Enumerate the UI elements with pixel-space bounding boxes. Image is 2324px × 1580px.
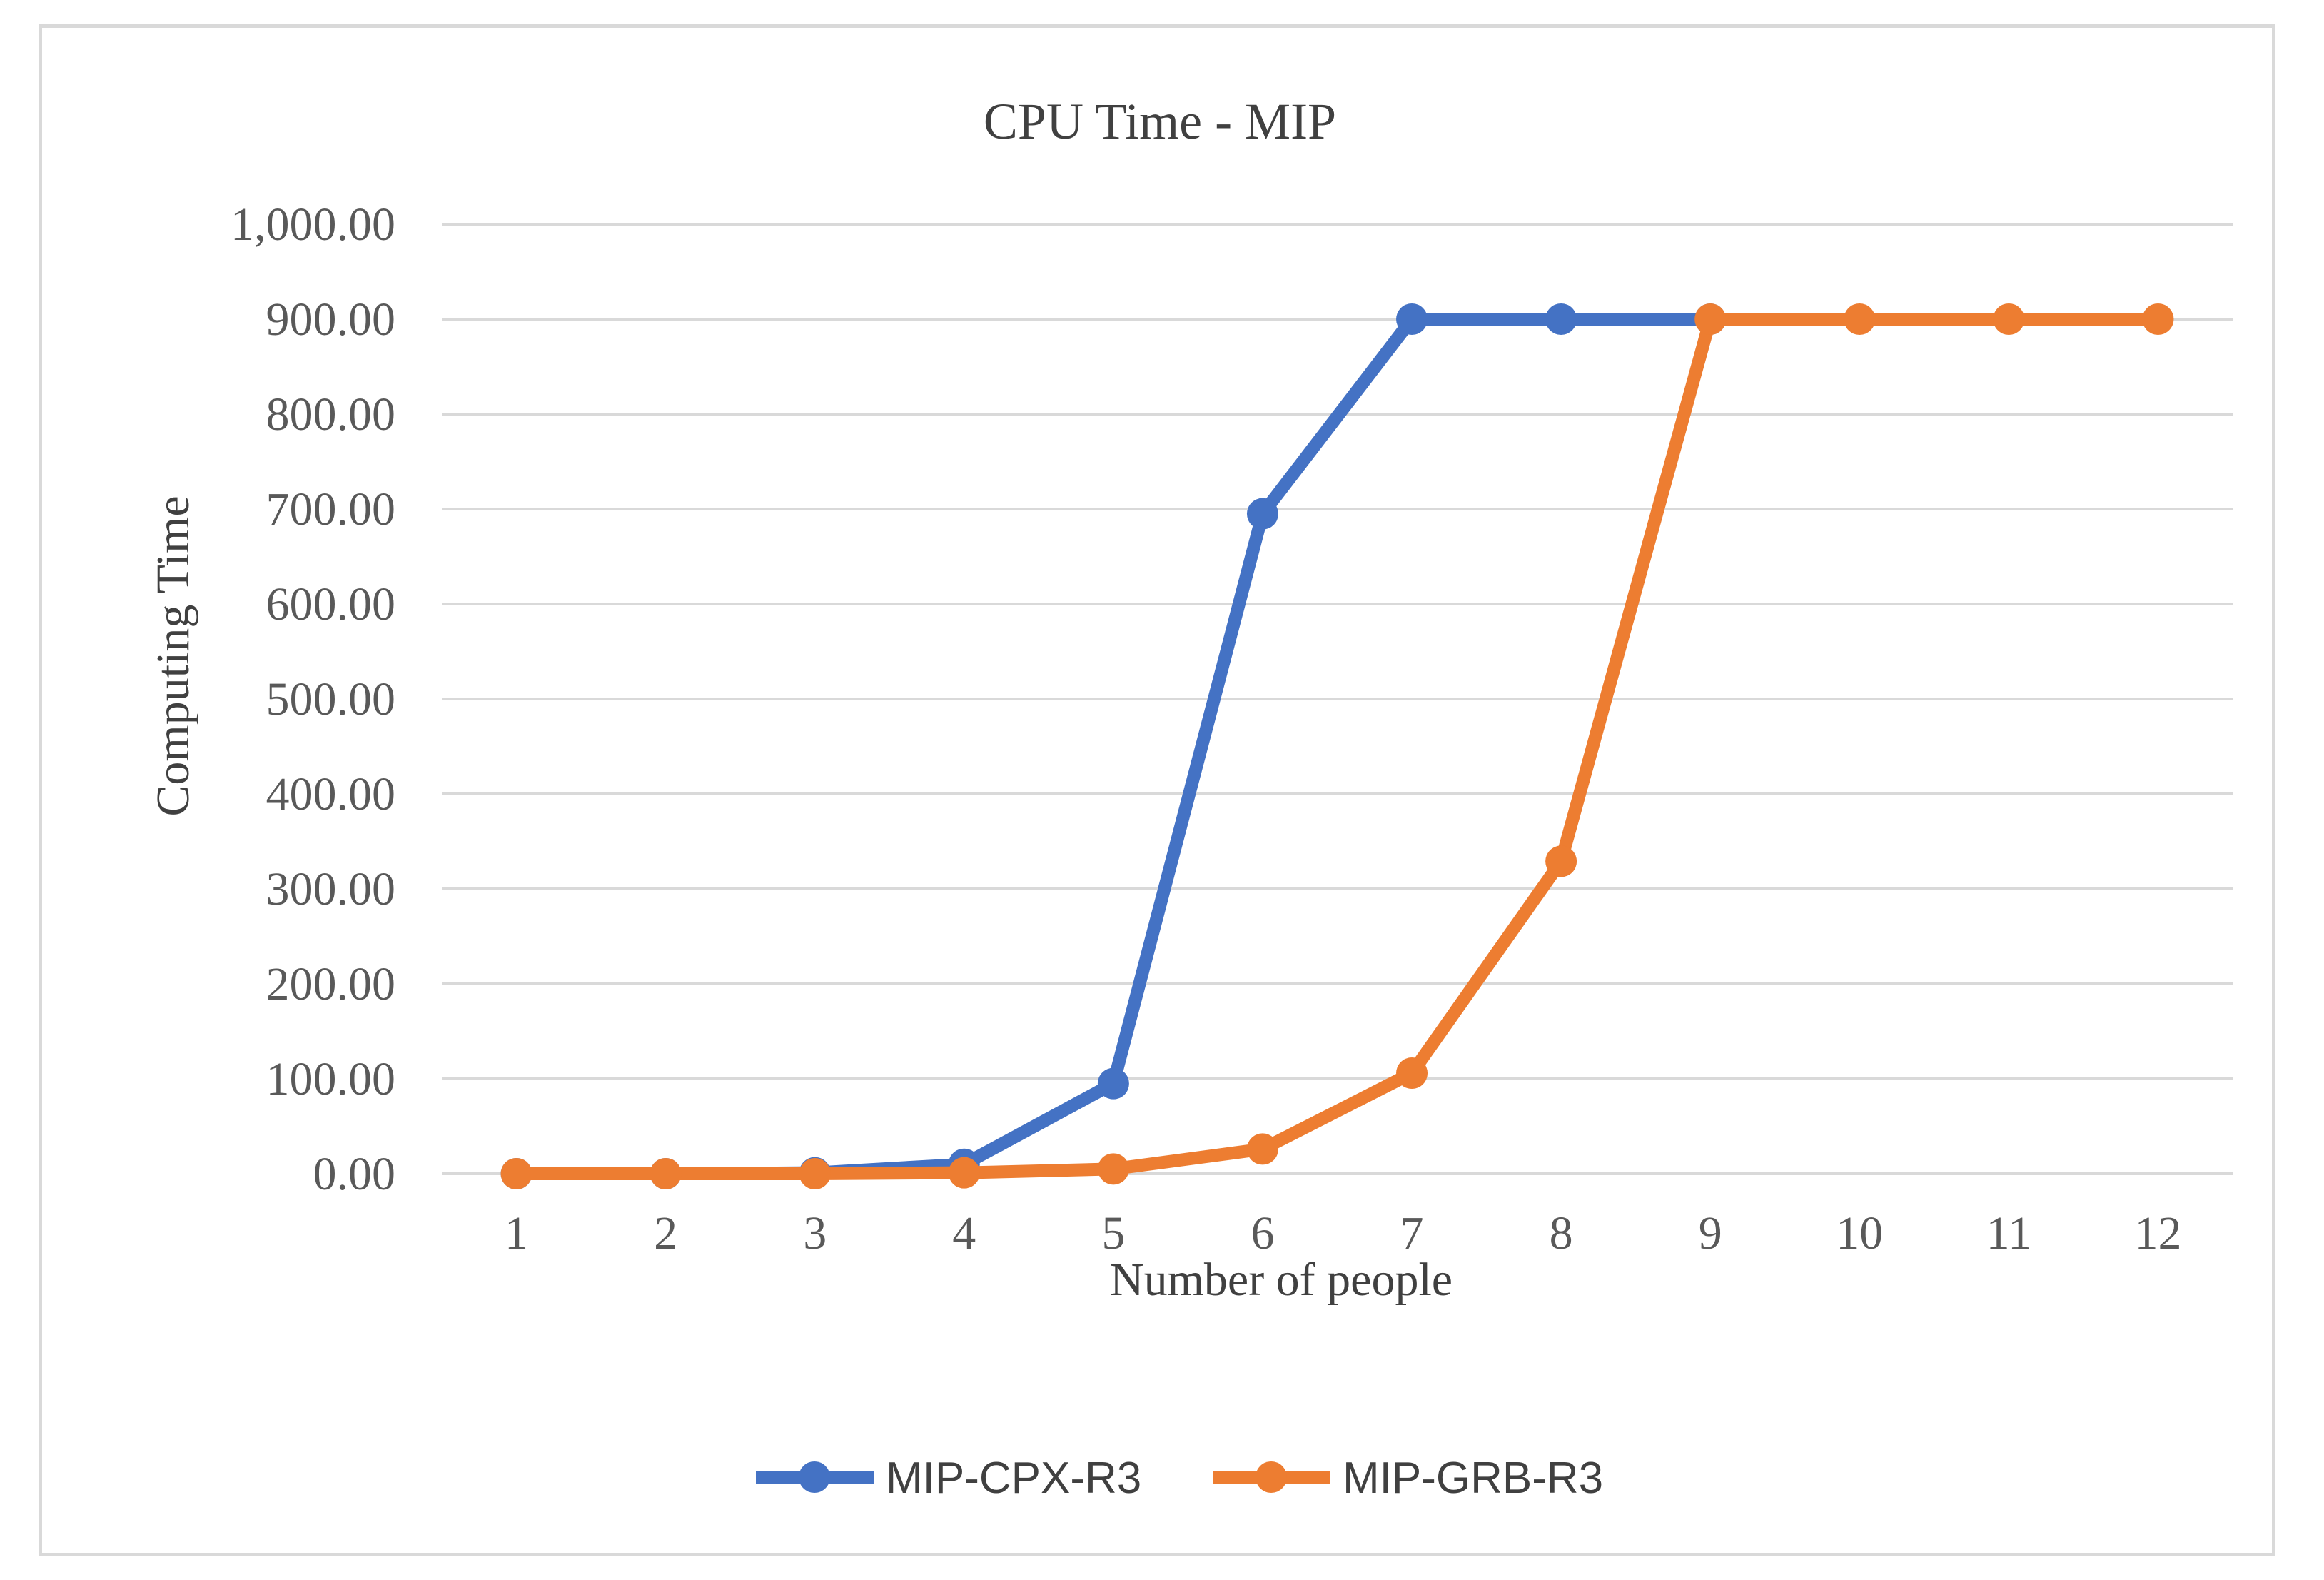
data-point <box>1993 303 2025 335</box>
x-tick-label: 5 <box>1101 1207 1125 1259</box>
gridlines <box>442 223 2233 1175</box>
series-mip-grb-r3 <box>500 303 2174 1189</box>
y-tick-label: 700.00 <box>266 483 396 535</box>
legend-label: MIP-CPX-R3 <box>886 1454 1141 1503</box>
x-tick-label: 12 <box>2134 1207 2181 1259</box>
y-axis-tick-labels: 0.00 100.00 200.00 300.00 400.00 500.00 600.00… <box>231 198 395 1200</box>
y-tick-label: 900.00 <box>266 293 396 346</box>
data-point <box>1246 1133 1278 1165</box>
series-line <box>510 313 2165 1180</box>
data-point <box>2142 303 2174 335</box>
data-point <box>1246 498 1278 530</box>
series-mip-cpx-r3 <box>500 303 1727 1189</box>
legend-item: MIP-CPX-R3 <box>756 1454 1141 1503</box>
data-point <box>1097 1153 1129 1185</box>
x-tick-label: 8 <box>1550 1207 1573 1259</box>
data-point <box>500 1158 532 1189</box>
x-tick-label: 11 <box>1986 1207 2032 1259</box>
data-point <box>1396 1057 1428 1090</box>
data-point <box>1396 303 1428 335</box>
chart-frame: CPU Time - MIP 0.00 100.00 200.00 300.00 400… <box>39 24 2275 1556</box>
x-tick-label: 10 <box>1836 1207 1883 1259</box>
y-tick-label: 100.00 <box>266 1053 396 1105</box>
data-point <box>799 1158 831 1189</box>
y-tick-label: 800.00 <box>266 388 396 441</box>
x-axis-title: Number of people <box>1110 1254 1452 1306</box>
data-point <box>1694 303 1727 335</box>
legend-label: MIP-GRB-R3 <box>1343 1454 1603 1503</box>
series-line <box>510 313 1717 1180</box>
y-axis-title: Computing Time <box>147 495 199 816</box>
legend-marker <box>799 1461 830 1493</box>
series-lines <box>500 303 2174 1189</box>
data-point <box>1844 303 1876 335</box>
line-chart: CPU Time - MIP 0.00 100.00 200.00 300.00 400… <box>147 93 2233 1503</box>
data-point <box>948 1157 980 1189</box>
x-tick-label: 6 <box>1251 1207 1274 1259</box>
x-tick-label: 4 <box>952 1207 976 1259</box>
y-tick-label: 200.00 <box>266 958 396 1010</box>
x-tick-label: 1 <box>505 1207 528 1259</box>
legend-marker <box>1256 1461 1287 1493</box>
y-tick-label: 500.00 <box>266 673 396 725</box>
x-tick-label: 2 <box>654 1207 677 1259</box>
y-tick-label: 400.00 <box>266 768 396 820</box>
x-axis-tick-labels: 1 2 3 4 5 6 7 8 9 10 11 12 <box>505 1207 2181 1259</box>
data-point <box>1545 303 1577 335</box>
x-tick-label: 9 <box>1699 1207 1722 1259</box>
legend: MIP-CPX-R3 MIP-GRB-R3 <box>756 1454 1603 1503</box>
y-tick-label: 300.00 <box>266 863 396 915</box>
data-point <box>1097 1067 1129 1100</box>
x-tick-label: 3 <box>803 1207 827 1259</box>
x-tick-label: 7 <box>1400 1207 1424 1259</box>
y-tick-label: 1,000.00 <box>231 198 395 251</box>
legend-item: MIP-GRB-R3 <box>1213 1454 1603 1503</box>
data-point <box>1545 845 1577 877</box>
y-tick-label: 600.00 <box>266 578 396 630</box>
y-tick-label: 0.00 <box>313 1148 396 1200</box>
chart-title: CPU Time - MIP <box>984 93 1336 150</box>
data-point <box>650 1158 682 1189</box>
